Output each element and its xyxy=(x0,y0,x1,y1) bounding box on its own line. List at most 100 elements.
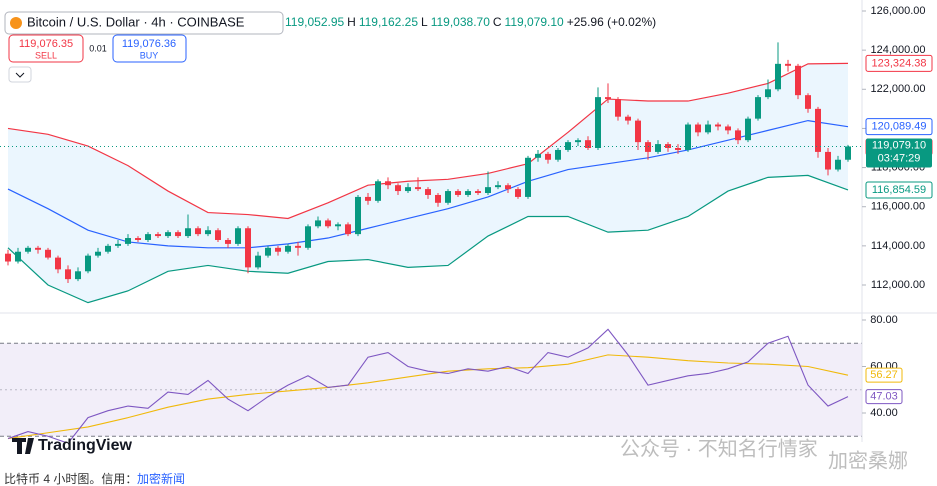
candle-body xyxy=(785,63,791,66)
price-tag-label: 123,324.38 xyxy=(871,57,926,69)
candle-body xyxy=(825,151,831,170)
candle-body xyxy=(345,224,351,235)
candle-body xyxy=(675,148,681,150)
price-tag-label: 116,854.59 xyxy=(872,184,926,196)
candle-body xyxy=(95,251,101,256)
candle-body xyxy=(195,228,201,235)
candle-body xyxy=(475,191,481,194)
candle-body xyxy=(255,255,261,268)
ohlc-item: L xyxy=(421,15,428,29)
candle-body xyxy=(445,191,451,203)
y-tick-label: 114,000.00 xyxy=(871,240,925,252)
candle-body xyxy=(15,251,21,262)
candle-body xyxy=(45,249,51,258)
footer-link[interactable]: 加密新闻 xyxy=(137,471,185,486)
candle-body xyxy=(315,220,321,227)
candle-body xyxy=(615,99,621,117)
rsi-line xyxy=(7,328,849,442)
candle-body xyxy=(465,191,471,195)
chevron-icon xyxy=(15,72,25,78)
candle-body xyxy=(85,255,91,272)
candle-body xyxy=(495,185,501,188)
candle-body xyxy=(735,130,741,141)
candle-body xyxy=(515,189,521,197)
candle-body xyxy=(725,126,731,131)
candle-body xyxy=(355,196,361,235)
sell-button[interactable] xyxy=(8,34,84,63)
candle-body xyxy=(585,140,591,148)
candle-body xyxy=(265,247,271,256)
candle-body xyxy=(205,230,211,235)
candle-body xyxy=(845,146,851,160)
logo-text: TradingView xyxy=(38,437,133,454)
ma-tag-label: 56.27 xyxy=(870,369,898,381)
buy-label: BUY xyxy=(140,50,159,60)
candle-body xyxy=(5,253,11,262)
candle-body xyxy=(385,181,391,186)
ohlc-item: 119,052.95 xyxy=(285,15,344,29)
candle-body xyxy=(745,118,751,141)
countdown: 03:47:29 xyxy=(878,152,921,164)
candle-body xyxy=(175,232,181,237)
rsi-tag-label: 47.03 xyxy=(870,391,898,403)
candle-body xyxy=(215,230,221,240)
footer-text: 比特币 4 小时图。信用： xyxy=(4,471,137,486)
candle-body xyxy=(695,124,701,133)
candle-body xyxy=(325,220,331,227)
candle-body xyxy=(415,187,421,190)
bollinger-upper xyxy=(7,62,849,220)
candle-body xyxy=(455,191,461,195)
spread: 0.01 xyxy=(89,43,107,53)
candle-body xyxy=(425,189,431,195)
collapse-button[interactable] xyxy=(8,66,32,83)
candle-body xyxy=(35,247,41,250)
candle-body xyxy=(795,65,801,96)
ohlc-item: +25.96 (+0.02%) xyxy=(567,15,656,29)
price-axis: 112,000.00114,000.00116,000.00118,000.00… xyxy=(862,5,933,419)
candle-body xyxy=(715,124,721,127)
candle-body xyxy=(555,149,561,160)
last-price-tag xyxy=(866,138,932,168)
symbol-box[interactable] xyxy=(4,11,284,35)
candle-body xyxy=(835,159,841,170)
y-tick-label: 40.00 xyxy=(870,407,898,419)
symbol-title: Bitcoin / U.S. Dollar · 4h · COINBASE xyxy=(27,14,245,29)
candle-body xyxy=(235,228,241,244)
y-tick-label: 122,000.00 xyxy=(870,83,925,95)
candle-body xyxy=(525,157,531,197)
candle-body xyxy=(115,243,121,246)
ohlc-item: 119,038.70 xyxy=(431,15,490,29)
candle-body xyxy=(25,247,31,252)
last-price-label: 119,079.10 xyxy=(872,139,926,151)
candle-body xyxy=(485,187,491,194)
candle-body xyxy=(305,226,311,248)
price-pane xyxy=(0,42,862,304)
y-tick-label: 80.00 xyxy=(870,314,898,326)
candle-body xyxy=(125,238,131,244)
ohlc-item: 119,079.10 xyxy=(505,15,564,29)
candle-body xyxy=(775,63,781,90)
candle-body xyxy=(805,95,811,109)
price-tag-label: 120,089.49 xyxy=(871,121,926,133)
buy-button[interactable] xyxy=(112,34,187,63)
candle-body xyxy=(505,185,511,190)
candle-body xyxy=(545,153,551,160)
logo-mark xyxy=(12,438,34,454)
candle-body xyxy=(645,142,651,152)
candle-body xyxy=(165,232,171,237)
candle-body xyxy=(765,89,771,98)
candle-body xyxy=(245,228,251,268)
candle-body xyxy=(375,181,381,201)
candle-body xyxy=(155,234,161,237)
price-tag xyxy=(865,118,933,136)
candle-body xyxy=(595,97,601,148)
candle-body xyxy=(105,245,111,252)
y-tick-label: 116,000.00 xyxy=(871,201,925,213)
y-tick-label: 126,000.00 xyxy=(870,5,925,17)
candle-body xyxy=(575,140,581,143)
candle-body xyxy=(655,144,661,152)
candle-body xyxy=(625,116,631,121)
ohlc-item: H xyxy=(347,15,356,29)
ma-line xyxy=(7,354,849,440)
